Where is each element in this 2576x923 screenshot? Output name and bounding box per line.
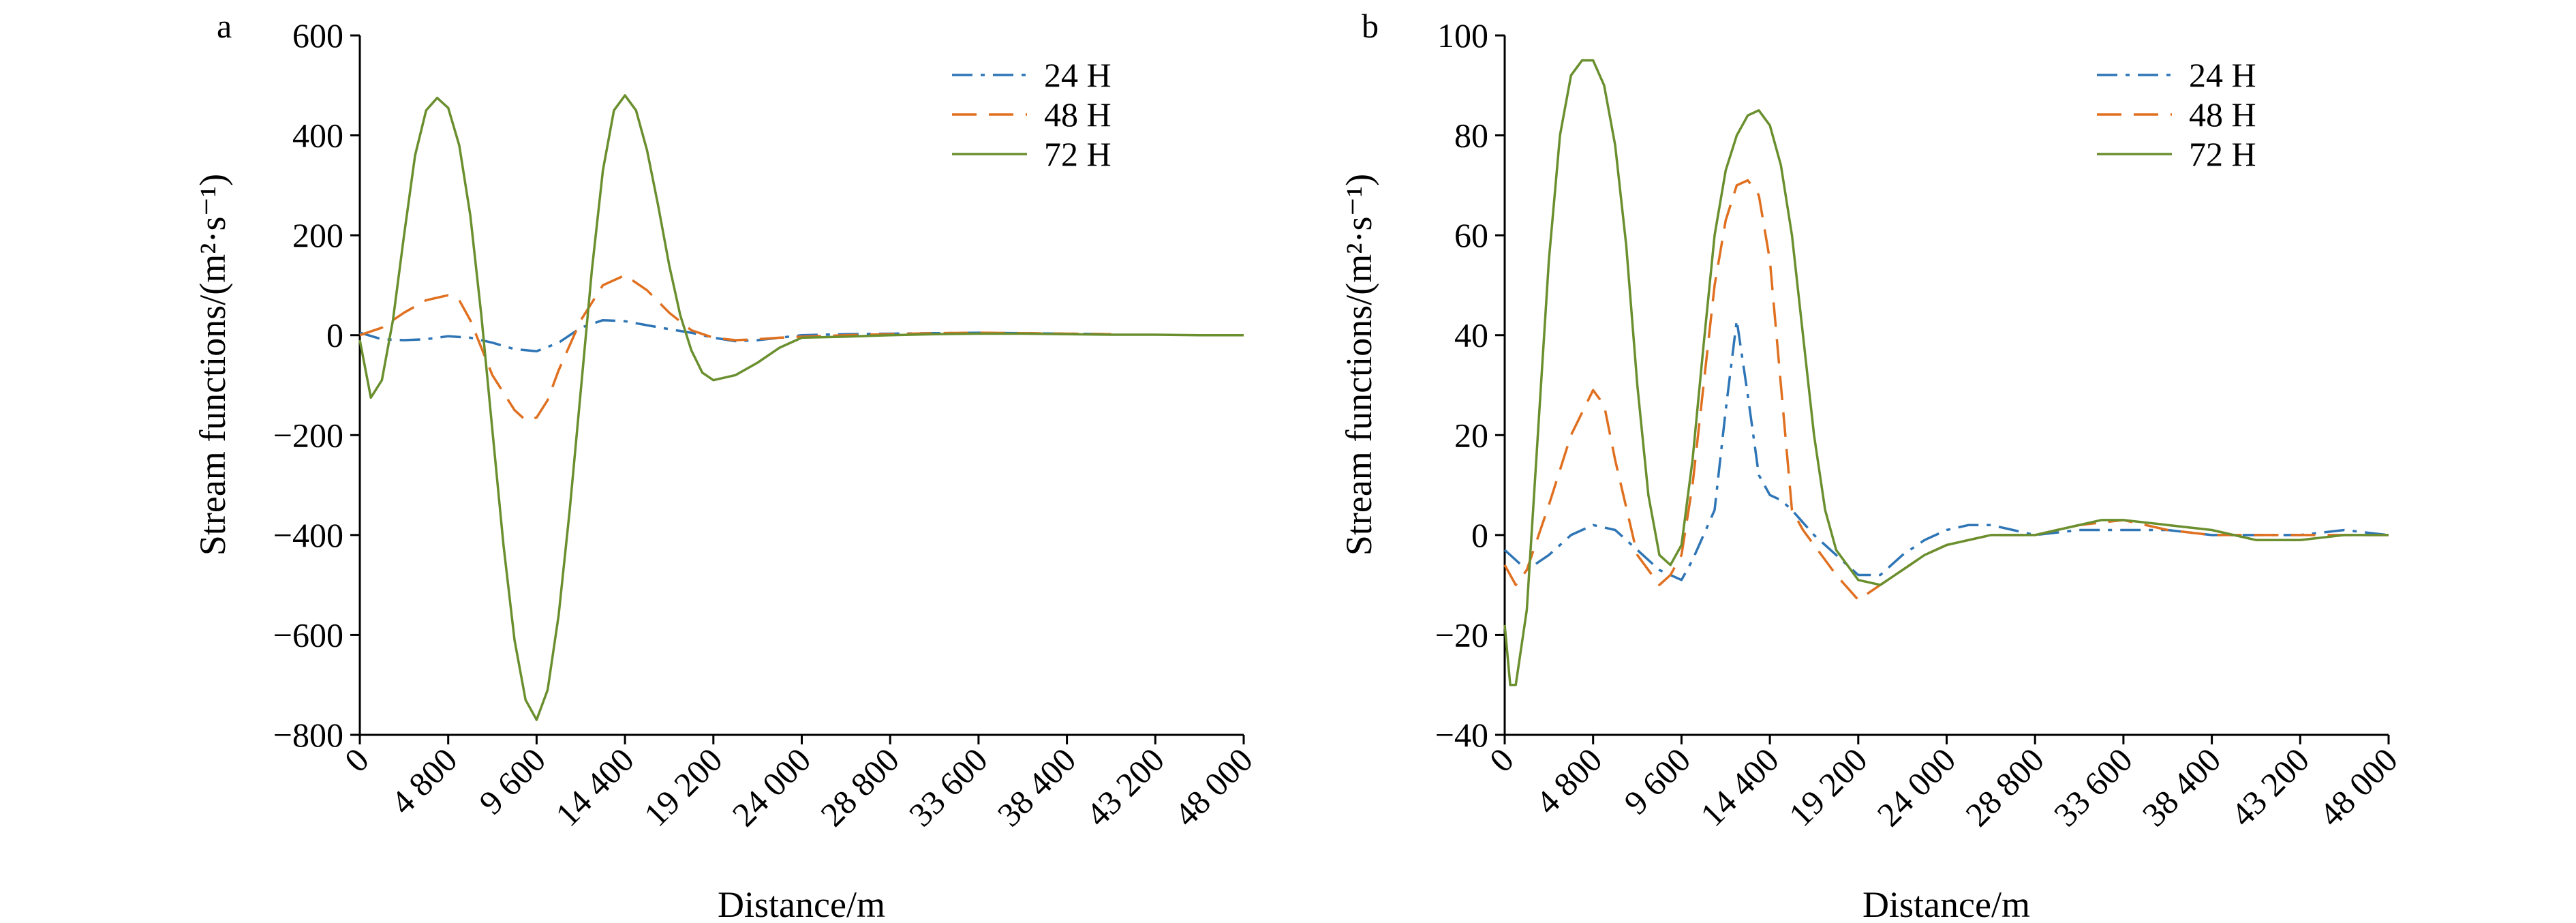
y-tick-label: 200 xyxy=(292,216,343,254)
x-tick-label: 4 800 xyxy=(383,740,464,821)
series-line-72h xyxy=(1503,59,2389,686)
x-tick-label: 48 000 xyxy=(1167,740,1260,834)
legend-label: 48 H xyxy=(1044,95,1111,134)
y-tick-label: 80 xyxy=(1454,117,1488,155)
x-tick-label: 14 400 xyxy=(548,740,641,834)
chart-panel-b: b Stream functions/(m²·s⁻¹) Distance/m −… xyxy=(1338,7,2405,923)
y-tick-label: −200 xyxy=(273,416,343,454)
legend-label: 72 H xyxy=(1044,135,1111,173)
x-axis-title: Distance/m xyxy=(1862,884,2030,923)
y-tick-label: −800 xyxy=(273,716,343,754)
y-axis-title: Stream functions/(m²·s⁻¹) xyxy=(1338,174,1379,556)
legend-label: 72 H xyxy=(2189,135,2256,173)
x-tick-label: 43 200 xyxy=(1078,740,1171,834)
y-tick-label: −20 xyxy=(1435,616,1488,654)
x-tick-label: 43 200 xyxy=(2223,740,2316,834)
y-tick-label: 100 xyxy=(1437,16,1488,55)
x-tick-label: 48 000 xyxy=(2312,740,2405,834)
x-tick-label: 24 000 xyxy=(1869,740,1963,834)
y-axis-title: Stream functions/(m²·s⁻¹) xyxy=(192,174,233,556)
y-tick-label: −600 xyxy=(273,616,343,654)
legend-label: 24 H xyxy=(1044,56,1111,94)
x-tick-label: 9 600 xyxy=(472,740,553,821)
x-tick-label: 0 xyxy=(337,740,376,779)
y-tick-label: 60 xyxy=(1454,216,1488,254)
x-tick-label: 28 800 xyxy=(1958,740,2051,834)
y-tick-label: 0 xyxy=(1471,516,1488,554)
series-line-72h xyxy=(358,94,1244,721)
series-line-24h xyxy=(1503,318,2389,581)
panel-label: b xyxy=(1362,7,1379,45)
y-tick-label: 40 xyxy=(1454,316,1488,354)
x-tick-label: 19 200 xyxy=(1781,740,1875,834)
y-tick-label: −400 xyxy=(273,516,343,554)
x-tick-label: 28 800 xyxy=(813,740,906,834)
legend-label: 24 H xyxy=(2189,56,2256,94)
x-tick-label: 4 800 xyxy=(1528,740,1609,821)
x-tick-label: 38 400 xyxy=(990,740,1084,834)
series-line-24h xyxy=(359,318,1111,352)
series-line-48h xyxy=(359,274,1111,422)
x-tick-label: 14 400 xyxy=(1693,740,1786,834)
x-tick-label: 9 600 xyxy=(1616,740,1698,821)
panel-label: a xyxy=(217,7,232,45)
y-tick-label: 0 xyxy=(326,316,343,354)
x-tick-label: 24 000 xyxy=(724,740,818,834)
x-tick-label: 38 400 xyxy=(2135,740,2228,834)
x-tick-label: 0 xyxy=(1482,740,1521,779)
x-tick-label: 33 600 xyxy=(2046,740,2140,834)
x-axis-title: Distance/m xyxy=(718,884,885,923)
x-tick-label: 33 600 xyxy=(902,740,995,834)
y-tick-label: 400 xyxy=(292,117,343,155)
y-tick-label: 600 xyxy=(292,16,343,55)
y-tick-label: −40 xyxy=(1435,716,1488,754)
chart-panel-a: a Stream functions/(m²·s⁻¹) Distance/m −… xyxy=(192,7,1260,923)
legend-label: 48 H xyxy=(2189,95,2256,134)
y-tick-label: 20 xyxy=(1454,416,1488,454)
x-tick-label: 19 200 xyxy=(637,740,730,834)
